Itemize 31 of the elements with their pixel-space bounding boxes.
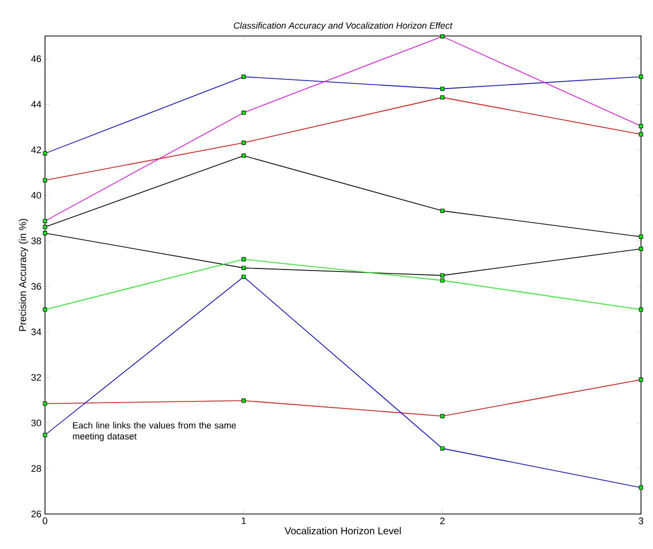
x-tick-label: 1: [242, 518, 246, 524]
point: [638, 307, 644, 312]
x-tick-label: 2: [440, 518, 445, 524]
y-tick-label: 34: [31, 328, 42, 336]
y-tick-label: 32: [31, 374, 42, 381]
point: [638, 234, 644, 239]
point: [242, 154, 246, 158]
y-axis-title: Precision Accuracy (in %): [18, 218, 28, 331]
y-tick-label: 26: [31, 510, 42, 518]
point: [42, 224, 48, 230]
point: [638, 246, 644, 251]
y-tick-label: 38: [31, 237, 42, 244]
point: [242, 257, 246, 262]
point: [242, 266, 246, 270]
x-tick-label: 3: [638, 518, 644, 524]
point: [440, 208, 444, 213]
y-tick-label: 30: [31, 420, 42, 426]
chart-title: Classification Accuracy and Vocalization Horizon Effect: [234, 22, 453, 30]
y-tick-label: 36: [31, 283, 42, 290]
y-tick-label: 46: [31, 55, 42, 62]
annotation: Each line links the values from the same meeting dataset: [72, 422, 236, 442]
y-tick-label: 40: [31, 192, 42, 199]
point: [440, 273, 444, 278]
x-axis-title: Vocalization Horizon Level: [284, 527, 401, 534]
point: [440, 278, 444, 283]
y-tick-label: 42: [31, 146, 42, 154]
point: [42, 231, 48, 236]
point: [42, 307, 48, 312]
x-tick-label: 0: [42, 518, 48, 524]
y-tick-label: 28: [31, 465, 42, 472]
y-tick-label: 44: [31, 101, 42, 108]
